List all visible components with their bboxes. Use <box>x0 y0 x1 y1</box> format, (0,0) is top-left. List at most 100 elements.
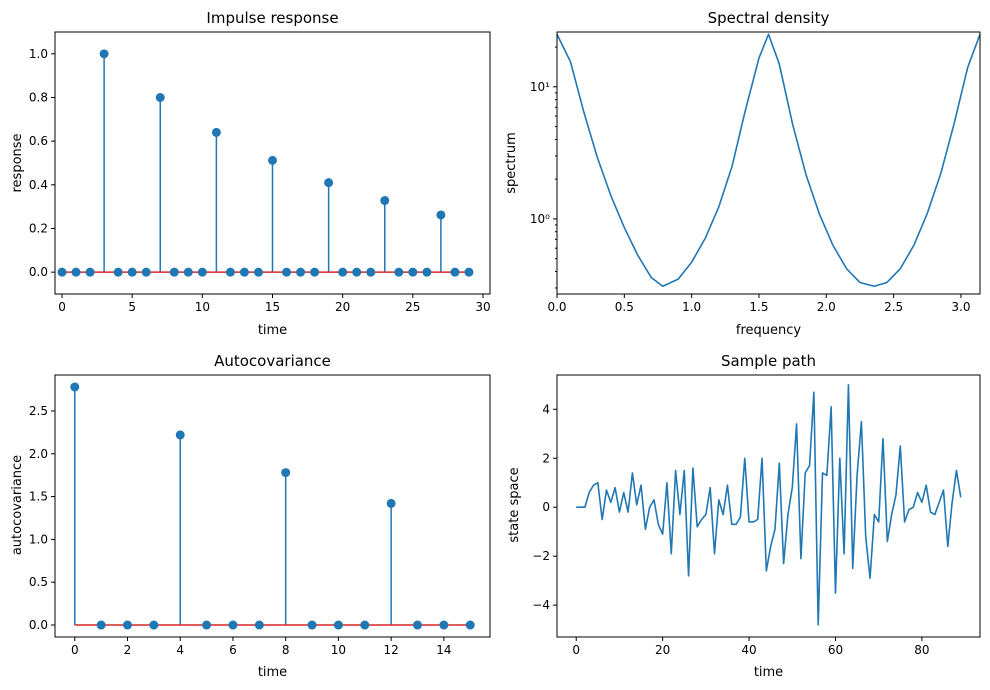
plot-frame <box>54 374 491 638</box>
x-tick-label: 1.0 <box>682 300 701 314</box>
stem-marker <box>465 620 475 630</box>
y-tick-label: 0.8 <box>29 91 48 105</box>
stem-marker <box>408 267 418 277</box>
stem-marker <box>239 267 249 277</box>
x-tick-label: 3.0 <box>951 300 970 314</box>
y-axis-label: state space <box>507 467 522 542</box>
y-tick-label: 1.0 <box>29 47 48 61</box>
stem-marker <box>197 267 207 277</box>
y-tick-label: −4 <box>532 598 550 612</box>
stem-marker <box>324 178 334 188</box>
x-tick-label: 8 <box>282 643 290 657</box>
stem-marker <box>228 620 238 630</box>
stem-marker <box>386 498 396 508</box>
x-tick-label: 14 <box>436 643 451 657</box>
y-tick-label: 4 <box>542 402 550 416</box>
x-tick-label: 20 <box>655 643 670 657</box>
stem-marker <box>155 93 165 102</box>
x-tick-label: 30 <box>475 300 490 314</box>
stem-marker <box>99 49 109 59</box>
stem-marker <box>296 267 306 277</box>
stem-marker <box>175 430 185 440</box>
stem-marker <box>127 267 137 277</box>
y-tick-label: 0.0 <box>29 265 48 279</box>
plot-title: Sample path <box>721 352 816 370</box>
x-tick-label: 2 <box>124 643 132 657</box>
y-tick-label: 0.5 <box>29 575 48 589</box>
stem-marker <box>254 620 264 630</box>
stem-marker <box>71 267 81 277</box>
impulse-response-plot: Impulse response time response 0 5 10 15 20 2… <box>10 9 491 338</box>
y-axis-label: spectrum <box>504 132 519 194</box>
y-axis-label: autocovariance <box>10 455 25 555</box>
stem-marker <box>422 267 432 277</box>
x-axis-label: time <box>258 323 287 338</box>
x-tick-label: 0 <box>71 643 79 657</box>
y-tick-label: 1.0 <box>29 532 48 546</box>
stem-marker <box>439 620 449 630</box>
sample-path-plot: Sample path time state space 0 20 40 60 80−4… <box>507 352 981 680</box>
x-axis-label: time <box>258 665 287 680</box>
x-tick-label: 0 <box>58 300 66 314</box>
y-tick-label: 2.0 <box>29 447 48 461</box>
plot-frame <box>556 374 981 638</box>
stem-marker <box>338 267 348 277</box>
autocovariance-plot: Autocovariance time autocovariance 0 2 4 6 8… <box>10 352 491 680</box>
stem-marker <box>70 382 80 392</box>
stem-marker <box>57 267 67 277</box>
stem-marker <box>183 267 193 277</box>
x-tick-label: 12 <box>383 643 398 657</box>
stem-marker <box>366 267 376 277</box>
x-tick-label: 80 <box>914 643 929 657</box>
y-tick-label: 0 <box>542 500 550 514</box>
plot-area <box>557 33 980 288</box>
x-tick-label: 2.0 <box>817 300 836 314</box>
stem-marker <box>253 267 263 277</box>
y-tick-label: 0.0 <box>29 618 48 632</box>
stem-marker <box>394 267 404 277</box>
x-tick-label: 6 <box>229 643 237 657</box>
stem-marker <box>360 620 370 630</box>
x-tick-label: 10 <box>195 300 210 314</box>
stem-marker <box>282 267 292 277</box>
plot-title: Spectral density <box>708 9 830 27</box>
stem-marker <box>436 210 446 220</box>
plot-title: Autocovariance <box>214 352 331 370</box>
plot-area <box>70 382 475 630</box>
x-tick-label: 0 <box>572 643 580 657</box>
stem-marker <box>352 267 362 277</box>
y-tick-label: 0.2 <box>29 222 48 236</box>
stem-marker <box>225 267 235 277</box>
x-tick-label: 1.5 <box>749 300 768 314</box>
x-tick-label: 0.5 <box>615 300 634 314</box>
stem-marker <box>333 620 343 630</box>
y-axis-label: response <box>10 133 25 192</box>
y-tick-label: 10¹ <box>530 80 550 94</box>
y-tick-label: 2 <box>542 451 550 465</box>
stem-marker <box>141 267 151 277</box>
x-tick-label: 10 <box>331 643 346 657</box>
stem-marker <box>307 620 317 630</box>
stem-marker <box>202 620 212 630</box>
y-tick-label: −2 <box>532 549 550 563</box>
stem-marker <box>380 196 390 206</box>
stem-marker <box>464 267 474 277</box>
series-line <box>576 383 962 626</box>
stem-marker <box>113 267 123 277</box>
spectral-density-plot: Spectral density frequency spectrum 0.0 0… <box>504 9 981 338</box>
plot-title: Impulse response <box>206 9 338 27</box>
stem-marker <box>149 620 159 630</box>
x-tick-label: 4 <box>176 643 184 657</box>
plot-frame <box>556 31 981 295</box>
y-tick-label: 0.6 <box>29 134 48 148</box>
stem-marker <box>123 620 132 630</box>
plot-area <box>576 383 962 626</box>
stem-marker <box>281 468 291 478</box>
stem-marker <box>450 267 460 277</box>
plot-area <box>57 49 474 277</box>
stem-marker <box>310 267 320 277</box>
x-axis-label: frequency <box>736 323 802 338</box>
y-tick-label: 0.4 <box>29 178 48 192</box>
x-tick-label: 2.5 <box>884 300 903 314</box>
